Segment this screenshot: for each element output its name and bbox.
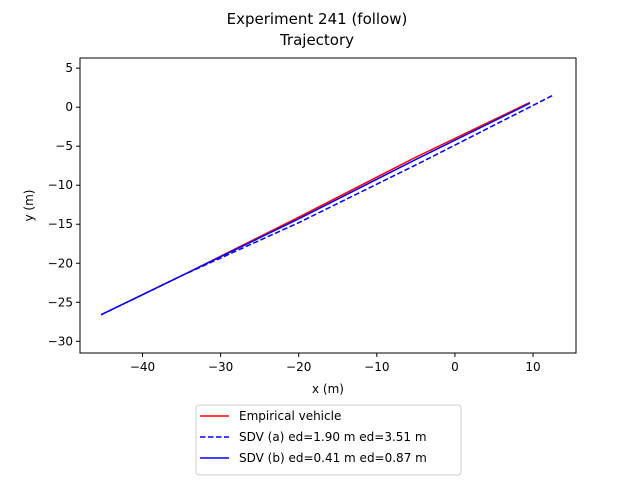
legend-label-1: Empirical vehicle bbox=[239, 409, 341, 423]
legend-label-2: SDV (a) ed=1.90 m ed=3.51 m bbox=[239, 430, 427, 444]
y-tick-label: −30 bbox=[48, 334, 73, 348]
plot-frame bbox=[79, 57, 577, 354]
x-axis-label: x (m) bbox=[312, 382, 344, 396]
x-axis: −40 −30 −20 −10 0 10 bbox=[130, 353, 541, 374]
x-tick-label: −10 bbox=[364, 360, 389, 374]
y-tick-label: −15 bbox=[48, 217, 73, 231]
series-line-3 bbox=[100, 102, 531, 316]
chart-title: Experiment 241 (follow) bbox=[227, 10, 408, 28]
y-tick-label: −5 bbox=[55, 139, 73, 153]
legend-label-3: SDV (b) ed=0.41 m ed=0.87 m bbox=[239, 451, 427, 465]
y-axis-label: y (m) bbox=[22, 190, 36, 222]
chart-subtitle: Trajectory bbox=[279, 31, 354, 49]
series-layer bbox=[100, 94, 555, 316]
x-tick-label: −20 bbox=[286, 360, 311, 374]
x-tick-label: −40 bbox=[130, 360, 155, 374]
y-tick-label: 5 bbox=[65, 61, 73, 75]
y-tick-label: 0 bbox=[65, 100, 73, 114]
legend: Empirical vehicle SDV (a) ed=1.90 m ed=3.… bbox=[195, 404, 462, 476]
y-axis: 5 0 −5 −10 −15 −20 −25 −30 bbox=[48, 61, 80, 348]
x-tick-label: −30 bbox=[208, 360, 233, 374]
legend-box bbox=[195, 404, 462, 476]
y-tick-label: −10 bbox=[48, 178, 73, 192]
y-tick-label: −25 bbox=[48, 295, 73, 309]
x-tick-label: 10 bbox=[525, 360, 540, 374]
x-tick-label: 0 bbox=[451, 360, 459, 374]
y-tick-label: −20 bbox=[48, 256, 73, 270]
